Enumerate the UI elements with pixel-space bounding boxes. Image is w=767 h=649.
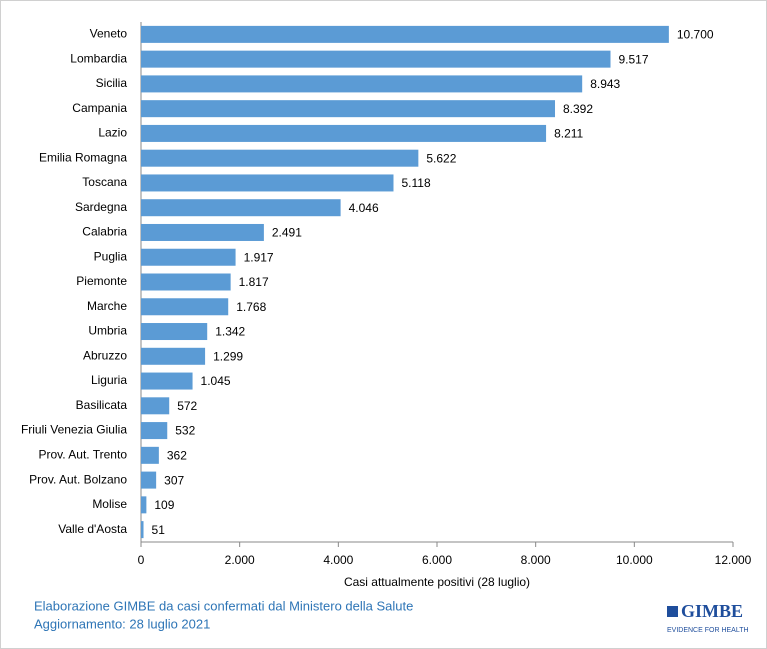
value-label: 4.046 bbox=[349, 201, 379, 215]
value-label: 5.622 bbox=[426, 151, 456, 165]
y-tick-label: Basilicata bbox=[76, 398, 128, 412]
y-tick-label: Sardegna bbox=[75, 200, 127, 214]
x-tick-label: 10.000 bbox=[616, 553, 653, 567]
x-tick-label: 8.000 bbox=[521, 553, 551, 567]
value-label: 362 bbox=[167, 449, 187, 463]
x-axis-title: Casi attualmente positivi (28 luglio) bbox=[344, 575, 530, 589]
y-tick-label: Puglia bbox=[94, 249, 128, 263]
bar bbox=[141, 446, 159, 464]
x-tick-label: 6.000 bbox=[422, 553, 452, 567]
bar bbox=[141, 397, 170, 415]
y-tick-label: Toscana bbox=[82, 175, 127, 189]
y-tick-label: Abruzzo bbox=[83, 348, 127, 362]
value-label: 5.118 bbox=[401, 176, 430, 190]
bar bbox=[141, 273, 231, 291]
value-label: 2.491 bbox=[272, 226, 302, 240]
y-tick-label: Valle d'Aosta bbox=[58, 522, 127, 536]
y-tick-label: Calabria bbox=[82, 225, 127, 239]
value-label: 532 bbox=[175, 424, 195, 438]
bar bbox=[141, 372, 193, 390]
value-label: 1.817 bbox=[239, 275, 269, 289]
value-label: 8.211 bbox=[554, 127, 583, 141]
y-tick-label: Prov. Aut. Trento bbox=[39, 448, 128, 462]
bar bbox=[141, 521, 144, 539]
bar bbox=[141, 174, 394, 192]
y-tick-label: Marche bbox=[87, 299, 127, 313]
footer-source: Elaborazione GIMBE da casi confermati da… bbox=[34, 598, 413, 613]
value-label: 8.392 bbox=[563, 102, 593, 116]
logo-icon bbox=[667, 606, 678, 617]
bar bbox=[141, 199, 341, 217]
y-tick-label: Liguria bbox=[91, 373, 127, 387]
y-tick-label: Friuli Venezia Giulia bbox=[21, 423, 127, 437]
y-tick-label: Umbria bbox=[88, 324, 127, 338]
logo-name: GIMBE bbox=[681, 601, 743, 621]
bar bbox=[141, 347, 206, 365]
x-tick-label: 0 bbox=[138, 553, 145, 567]
bar bbox=[141, 50, 611, 68]
bar bbox=[141, 100, 556, 118]
bar bbox=[141, 298, 229, 316]
x-tick-label: 12.000 bbox=[715, 553, 752, 567]
bar bbox=[141, 75, 583, 93]
x-tick-label: 2.000 bbox=[225, 553, 255, 567]
y-tick-label: Emilia Romagna bbox=[39, 150, 127, 164]
logo: GIMBE EVIDENCE FOR HEALTH bbox=[667, 601, 749, 634]
y-tick-label: Molise bbox=[92, 497, 127, 511]
x-tick-label: 4.000 bbox=[323, 553, 353, 567]
y-tick-label: Campania bbox=[72, 101, 127, 115]
bar bbox=[141, 323, 208, 341]
y-tick-label: Prov. Aut. Bolzano bbox=[29, 472, 127, 486]
value-label: 572 bbox=[177, 399, 197, 413]
value-label: 9.517 bbox=[619, 52, 649, 66]
logo-tagline: EVIDENCE FOR HEALTH bbox=[667, 627, 749, 634]
bar bbox=[141, 496, 147, 514]
value-label: 1.045 bbox=[201, 374, 231, 388]
y-tick-label: Piemonte bbox=[76, 274, 127, 288]
value-label: 1.342 bbox=[215, 325, 245, 339]
footer-updated: Aggiornamento: 28 luglio 2021 bbox=[34, 616, 210, 631]
y-tick-label: Lombardia bbox=[70, 51, 127, 65]
y-tick-label: Sicilia bbox=[96, 76, 128, 90]
bar bbox=[141, 422, 168, 440]
y-tick-label: Veneto bbox=[90, 27, 128, 41]
bar bbox=[141, 25, 669, 43]
value-label: 109 bbox=[154, 498, 174, 512]
bar bbox=[141, 223, 264, 241]
value-label: 8.943 bbox=[590, 77, 620, 91]
value-label: 1.299 bbox=[213, 349, 243, 363]
value-label: 307 bbox=[164, 473, 184, 487]
y-tick-label: Lazio bbox=[98, 126, 127, 140]
value-label: 1.917 bbox=[244, 250, 274, 264]
bar bbox=[141, 124, 547, 142]
bar bbox=[141, 471, 157, 489]
value-label: 1.768 bbox=[236, 300, 266, 314]
bar bbox=[141, 248, 236, 266]
value-label: 10.700 bbox=[677, 28, 714, 42]
bar bbox=[141, 149, 419, 167]
value-label: 51 bbox=[152, 523, 166, 537]
